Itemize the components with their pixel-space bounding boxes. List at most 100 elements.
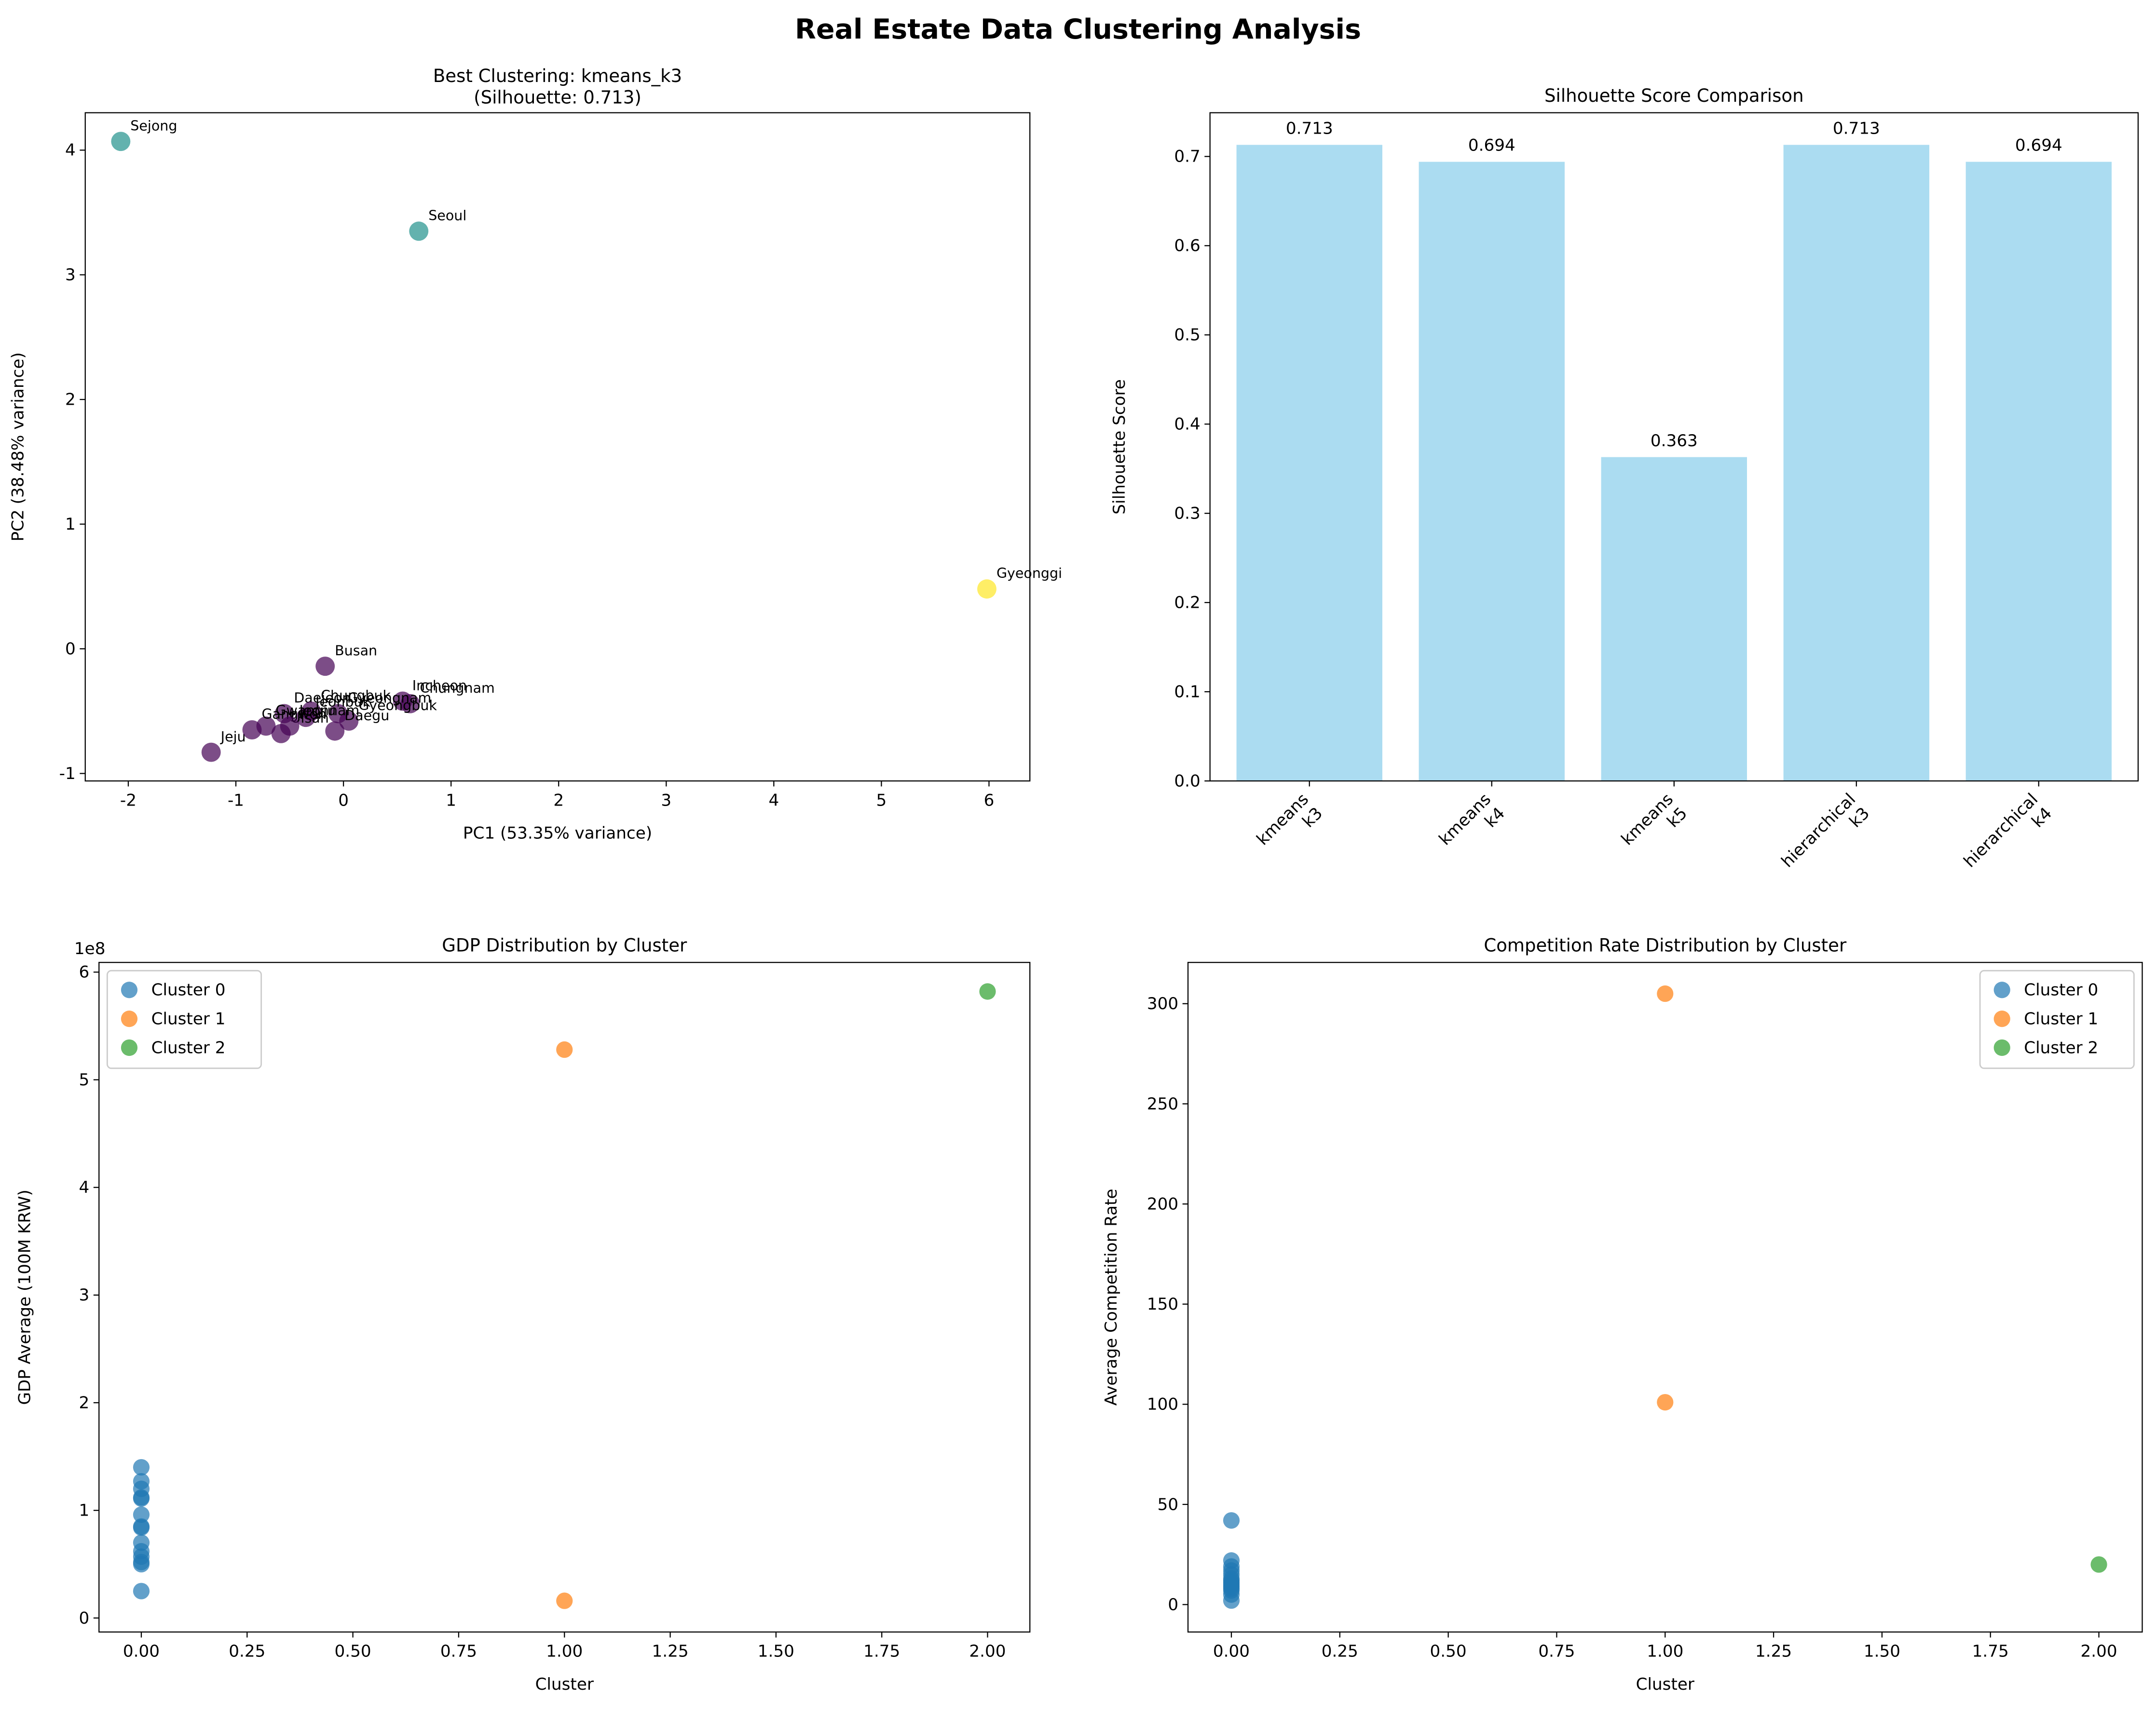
y-tick-label: 200 (1147, 1194, 1178, 1214)
point (1657, 985, 1674, 1002)
point (201, 742, 221, 762)
axes-frame (1187, 962, 2143, 1633)
x-tick-label: 1.75 (1972, 1642, 2009, 1661)
point (242, 720, 262, 739)
y-axis-label: GDP Average (100M KRW) (15, 1189, 35, 1405)
point-label: Jeonnam (299, 702, 360, 718)
point (133, 1556, 150, 1572)
point (556, 1592, 573, 1609)
x-tick-label: 1.50 (1864, 1642, 1900, 1661)
value-label: 0.694 (2015, 136, 2062, 155)
y-tick-label: 0 (79, 1609, 90, 1628)
y-tick-label: 0.5 (1174, 326, 1200, 345)
y-tick-label: 4 (79, 1178, 90, 1197)
y-tick-label: 2 (65, 390, 76, 410)
y-offset-label: 1e8 (74, 939, 106, 958)
bar (1783, 145, 1930, 781)
legend-marker (121, 982, 138, 998)
legend-box (106, 970, 262, 1069)
point (280, 716, 300, 736)
x-tick-label: 2.00 (2080, 1642, 2117, 1661)
x-tick-label: 5 (876, 791, 887, 810)
chart-title: Silhouette Score Comparison (1544, 85, 1804, 106)
x-tick-label: 0.50 (335, 1642, 371, 1661)
point (400, 694, 420, 713)
x-tick-label: 1.00 (546, 1642, 583, 1661)
point (339, 711, 359, 731)
y-tick-label: 0.7 (1174, 147, 1200, 166)
point-label: Busan (335, 643, 377, 658)
value-label: 0.713 (1286, 119, 1333, 138)
value-label: 0.713 (1833, 119, 1880, 138)
y-tick-label: 100 (1147, 1395, 1178, 1414)
point (315, 656, 335, 676)
x-tick-label: 0.75 (1538, 1642, 1575, 1661)
y-axis-label: Average Competition Rate (1102, 1189, 1121, 1406)
x-tick-label: 1.25 (1755, 1642, 1792, 1661)
legend-box (1979, 970, 2135, 1069)
point (133, 1459, 150, 1476)
bar (1236, 145, 1382, 781)
point (133, 1519, 150, 1536)
x-tick-label: 1.25 (652, 1642, 688, 1661)
legend-label: Cluster 1 (151, 1010, 226, 1029)
point-label: Gwangju (275, 702, 336, 718)
x-tick-label: 1.00 (1647, 1642, 1683, 1661)
x-tick-label: -1 (228, 791, 244, 810)
axes-frame (98, 962, 1031, 1633)
legend-marker (1993, 1011, 2010, 1027)
y-tick-label: 3 (65, 265, 76, 285)
point-label: Jeju (220, 729, 246, 745)
point (133, 1506, 150, 1523)
x-tick-label: 0 (338, 791, 349, 810)
y-tick-label: 50 (1158, 1495, 1179, 1514)
x-axis-label: Cluster (535, 1675, 594, 1694)
legend-marker (121, 1039, 138, 1056)
point-label: Chungbuk (321, 687, 391, 703)
value-label: 0.363 (1651, 431, 1698, 451)
x-tick-label: -2 (120, 791, 136, 810)
x-tick-label: 3 (661, 791, 671, 810)
y-tick-label: 5 (79, 1070, 90, 1090)
y-tick-label: 6 (79, 963, 90, 982)
point (2090, 1556, 2107, 1573)
legend-marker (1993, 1039, 2010, 1056)
x-tick-label: 2 (553, 791, 564, 810)
x-tick-label: 0.00 (123, 1642, 160, 1661)
point (1223, 1512, 1240, 1529)
x-tick-label: 0.50 (1430, 1642, 1467, 1661)
y-tick-label: 0.0 (1174, 771, 1200, 791)
chart-title: Competition Rate Distribution by Cluster (1484, 935, 1847, 956)
x-tick-label: 0.75 (440, 1642, 477, 1661)
y-tick-label: 4 (65, 141, 76, 160)
y-tick-label: 0.1 (1174, 682, 1200, 701)
y-tick-label: 250 (1147, 1094, 1178, 1114)
chart-title: Best Clustering: kmeans_k3 (Silhouette: 0… (433, 66, 682, 108)
y-tick-label: -1 (59, 764, 76, 783)
point (979, 983, 996, 1000)
axes-frame (84, 112, 1031, 782)
point-label: Gyeongbuk (358, 697, 437, 713)
y-axis-label: Silhouette Score (1110, 379, 1129, 514)
legend-marker (121, 1011, 138, 1027)
x-tick-label: 1.75 (863, 1642, 900, 1661)
value-label: 0.694 (1468, 136, 1515, 155)
point-label: Daejeon (294, 690, 351, 706)
x-tick-label: 6 (984, 791, 995, 810)
point (977, 579, 996, 599)
y-tick-label: 0 (1168, 1595, 1178, 1614)
point-label: Daegu (344, 708, 389, 724)
axes-frame (1209, 112, 2139, 782)
legend-label: Cluster 0 (2024, 981, 2098, 1000)
point (296, 708, 315, 727)
point (133, 1583, 150, 1600)
bar (1601, 457, 1747, 781)
point (133, 1490, 150, 1507)
bar (1965, 162, 2112, 781)
point (556, 1041, 573, 1058)
x-tick-label: 1 (446, 791, 456, 810)
y-tick-label: 1 (65, 515, 76, 534)
y-tick-label: 0.3 (1174, 504, 1200, 523)
